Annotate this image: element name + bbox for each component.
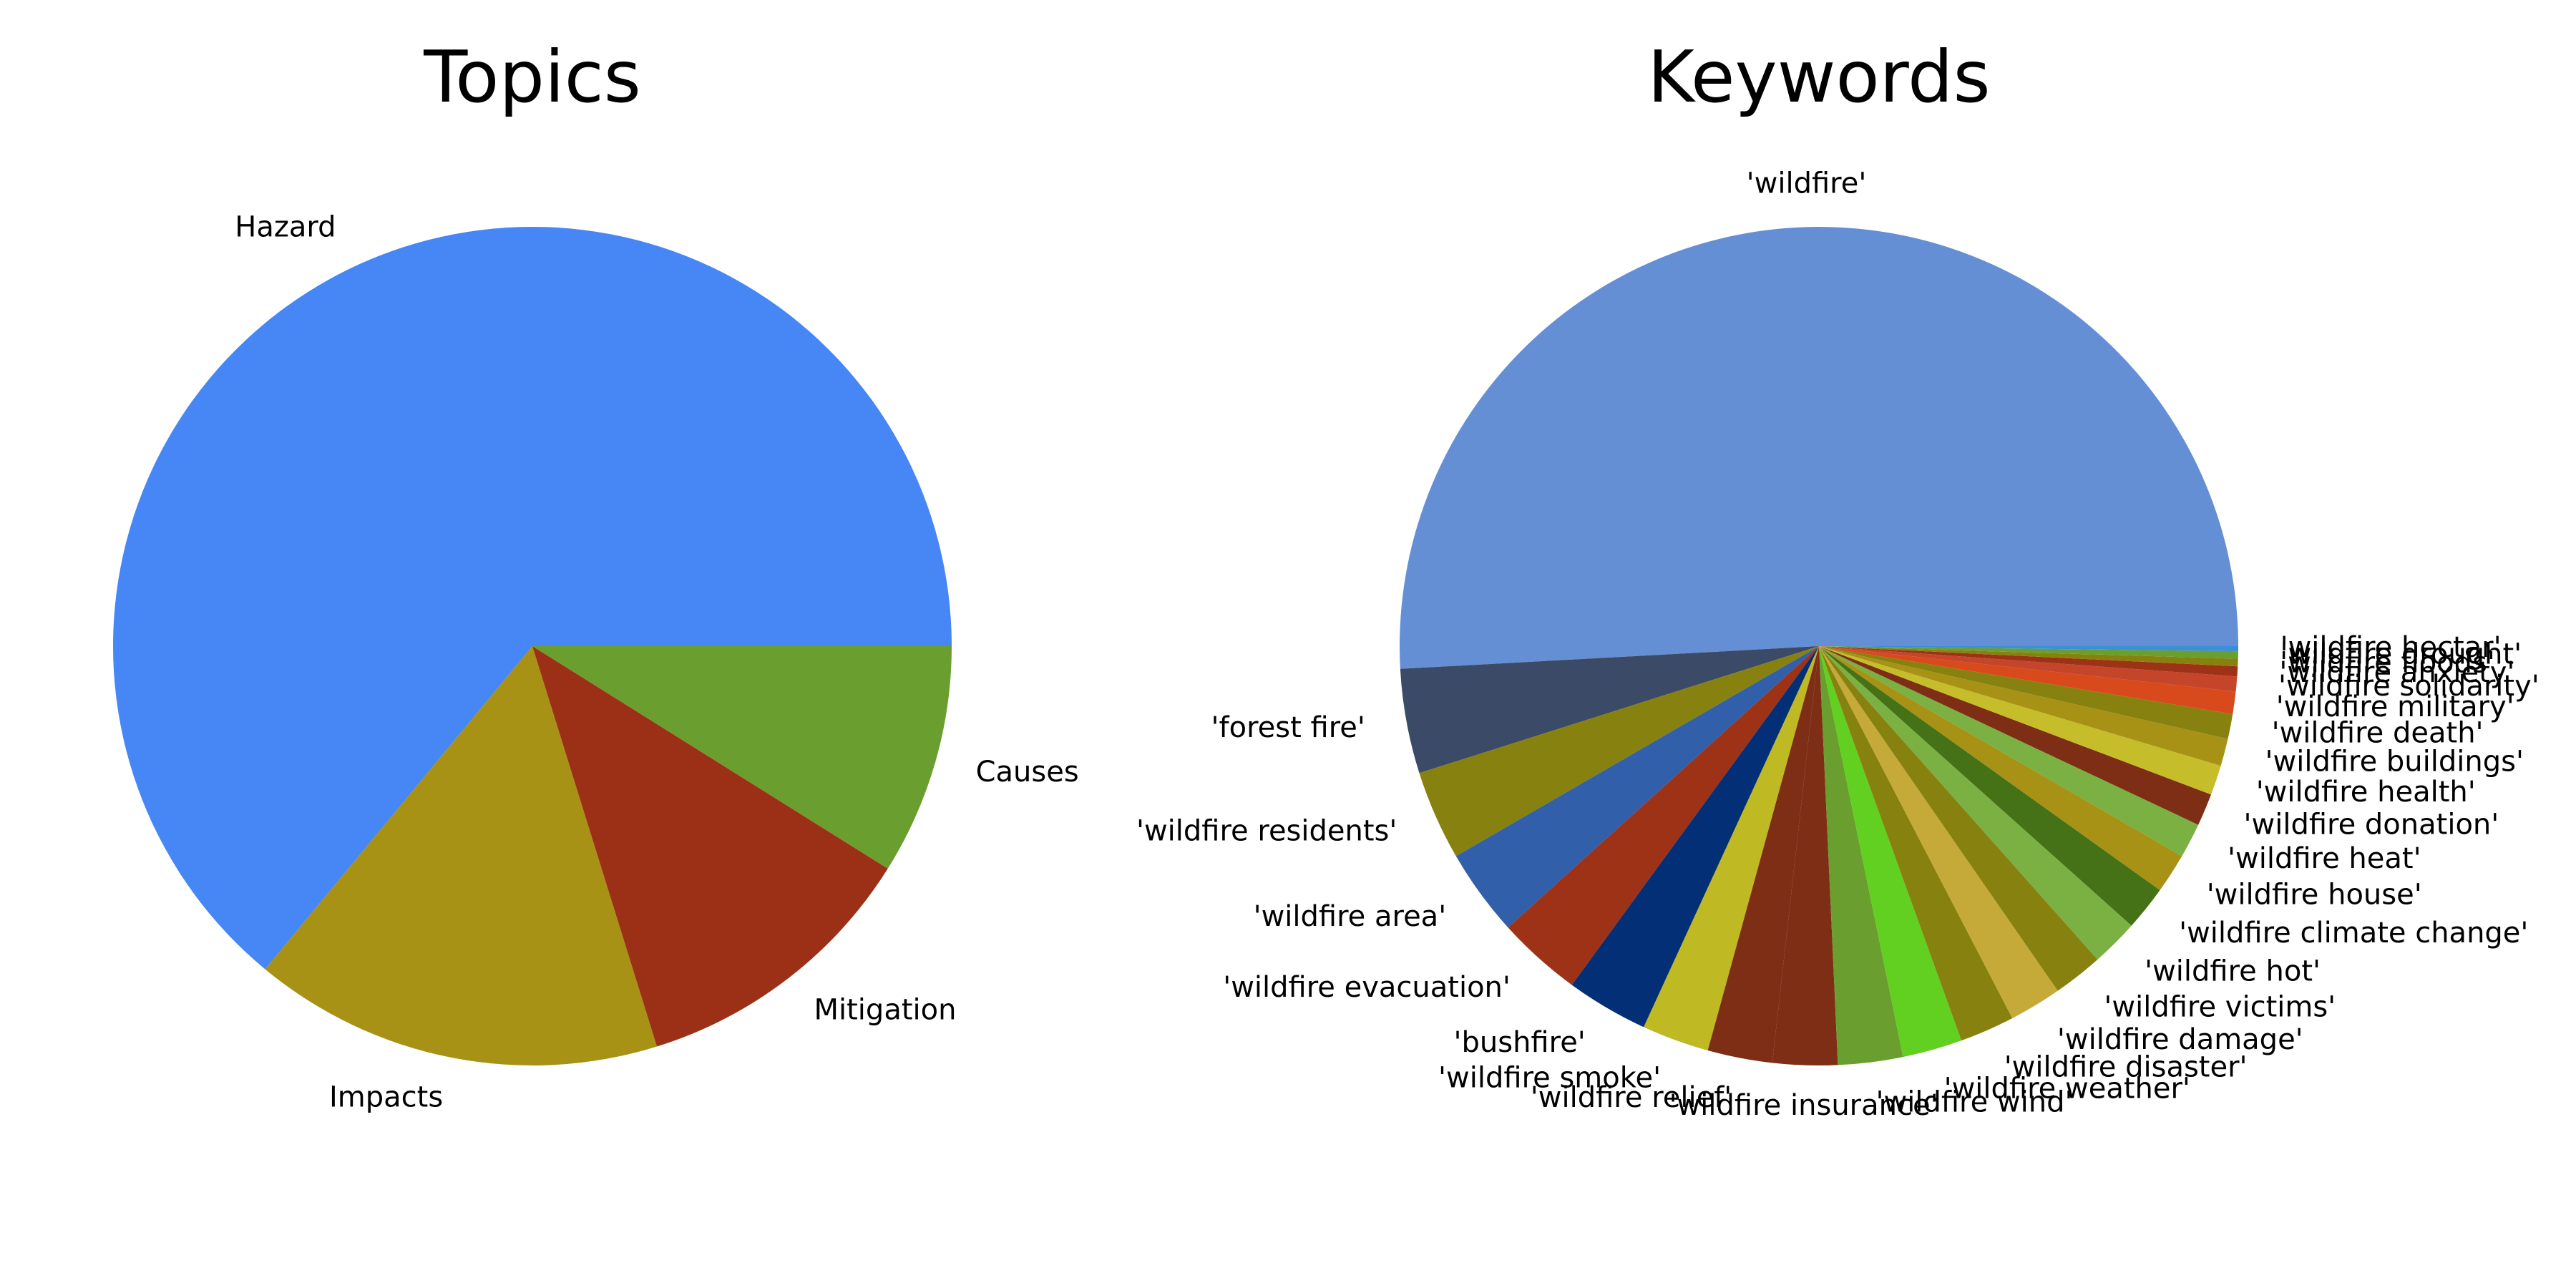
keywords-pie-chart: Keywords 'wildfire''forest fire''wildfir…: [1136, 35, 2540, 1122]
topics-label-impacts: Impacts: [329, 1080, 443, 1113]
keywords-title: Keywords: [1647, 35, 1990, 119]
keywords-label-forest-fire: 'forest fire': [1211, 711, 1365, 744]
keywords-label-wildfire-heat: 'wildfire heat': [2228, 842, 2421, 875]
keywords-slice-wildfire-weather: [1819, 646, 1962, 1058]
keywords-slice-wildfire-donation: [1819, 646, 2212, 825]
keywords-slice-bushfire: [1571, 646, 1819, 1028]
keywords-slice-wildfire-heat: [1819, 646, 2199, 857]
keywords-label-wildfire-weather: 'wildfire weather': [1944, 1073, 2190, 1106]
keywords-label-wildfire-area: 'wildfire area': [1254, 900, 1447, 933]
topics-label-causes: Causes: [976, 756, 1079, 789]
keywords-label-wildfire-victims: 'wildfire victims': [2104, 991, 2336, 1024]
keywords-label-wildfire-house: 'wildfire house': [2207, 878, 2422, 911]
keywords-slice-wildfire-damage: [1819, 646, 2058, 1018]
keywords-label-wildfire-hectar: 'wildfire hectar': [2280, 631, 2502, 664]
topics-label-mitigation: Mitigation: [814, 994, 957, 1027]
keywords-slice-wildfire-hot: [1819, 646, 2132, 960]
keywords-slice-forest-fire: [1400, 646, 1819, 774]
keywords-slice-wildfire-climate-change: [1819, 646, 2160, 926]
keywords-slice-wildfire-area: [1455, 646, 1819, 928]
keywords-label-wildfire-health: 'wildfire health': [2256, 776, 2476, 809]
keywords-label-wildfire-residents: 'wildfire residents': [1136, 815, 1397, 848]
keywords-label-wildfire-floods: 'wildfire floods': [2280, 646, 2495, 679]
keywords-slice-wildfire-victims: [1819, 646, 2098, 991]
topics-slice-causes: [532, 646, 952, 869]
keywords-label-wildfire-evacuation: 'wildfire evacuation': [1223, 971, 1511, 1004]
keywords-label-wildfire-climate-change: 'wildfire climate change': [2179, 917, 2528, 950]
keywords-label-wildfire-solidarity: 'wildfire solidarity': [2278, 670, 2540, 703]
keywords-label-wildfire-relief: 'wildfire relief': [1531, 1081, 1732, 1114]
keywords-label-wildfire-disaster: 'wildfire disaster': [2004, 1050, 2248, 1083]
keywords-slice-wildfire-buildings: [1819, 646, 2228, 766]
keywords-slice-wildfire-solidarity: [1819, 646, 2238, 692]
topics-pie-chart: Topics Hazard Impacts Mitigation Causes: [112, 35, 1079, 1114]
keywords-label-wildfire-wind: 'wildfire wind': [1876, 1086, 2073, 1119]
keywords-slice-wildfire-anxiety: [1819, 646, 2238, 677]
topics-slice-impacts: [265, 646, 658, 1065]
keywords-label-bushfire: 'bushfire': [1454, 1026, 1586, 1059]
keywords-label-wildfire-smoke: 'wildfire smoke': [1438, 1062, 1661, 1095]
keywords-label-wildfire-donation: 'wildfire donation': [2244, 809, 2499, 841]
topics-slices: [112, 226, 952, 1065]
keywords-label-wildfire-military: 'wildfire military': [2276, 691, 2514, 723]
keywords-slice-wildfire: [1400, 227, 2238, 669]
keywords-label-wildfire-anxiety: 'wildfire anxiety': [2279, 656, 2514, 689]
keywords-slice-wildfire-insurance: [1772, 646, 1838, 1065]
keywords-label-wildfire-damage: 'wildfire damage': [2057, 1023, 2303, 1056]
keywords-labels: 'wildfire' 'forest fire' 'wildfire residen…: [1136, 167, 2540, 1123]
keywords-slice-wildfire-residents: [1419, 646, 1819, 857]
keywords-slice-wildfire-floods: [1819, 646, 2238, 667]
keywords-slice-wildfire-hectar: [1819, 646, 2238, 652]
keywords-slice-wildfire-house: [1819, 646, 2182, 890]
keywords-slice-wildfire-evacuation: [1508, 646, 1819, 985]
keywords-slice-wildfire-disaster: [1819, 646, 2013, 1041]
topics-slice-hazard: [112, 226, 952, 970]
keywords-label-wildfire-death: 'wildfire death': [2272, 717, 2484, 750]
keywords-slice-wildfire-wind: [1819, 646, 1903, 1065]
keywords-slice-wildfire-military: [1819, 646, 2236, 714]
keywords-slice-wildfire-death: [1819, 646, 2233, 739]
topics-label-hazard: Hazard: [235, 211, 336, 244]
topics-slice-mitigation: [532, 646, 888, 1047]
topics-title: Topics: [423, 35, 641, 119]
keywords-slice-wildfire-smoke: [1644, 646, 1819, 1051]
keywords-label-wildfire-insurance: 'wildfire insurance': [1669, 1089, 1938, 1122]
topics-labels: Hazard Impacts Mitigation Causes: [235, 211, 1078, 1114]
keywords-slice-wildfire-drought: [1819, 646, 2238, 659]
keywords-label-wildfire-hot: 'wildfire hot': [2145, 955, 2321, 988]
keywords-label-wildfire-buildings: 'wildfire buildings': [2265, 745, 2524, 778]
keywords-label-wildfire-drought: 'wildfire drought': [2280, 638, 2522, 671]
keywords-slices: [1400, 227, 2238, 1065]
keywords-slice-wildfire-health: [1819, 646, 2221, 795]
keywords-slice-wildfire-relief: [1707, 646, 1819, 1063]
keywords-label-wildfire: 'wildfire': [1747, 167, 1867, 200]
